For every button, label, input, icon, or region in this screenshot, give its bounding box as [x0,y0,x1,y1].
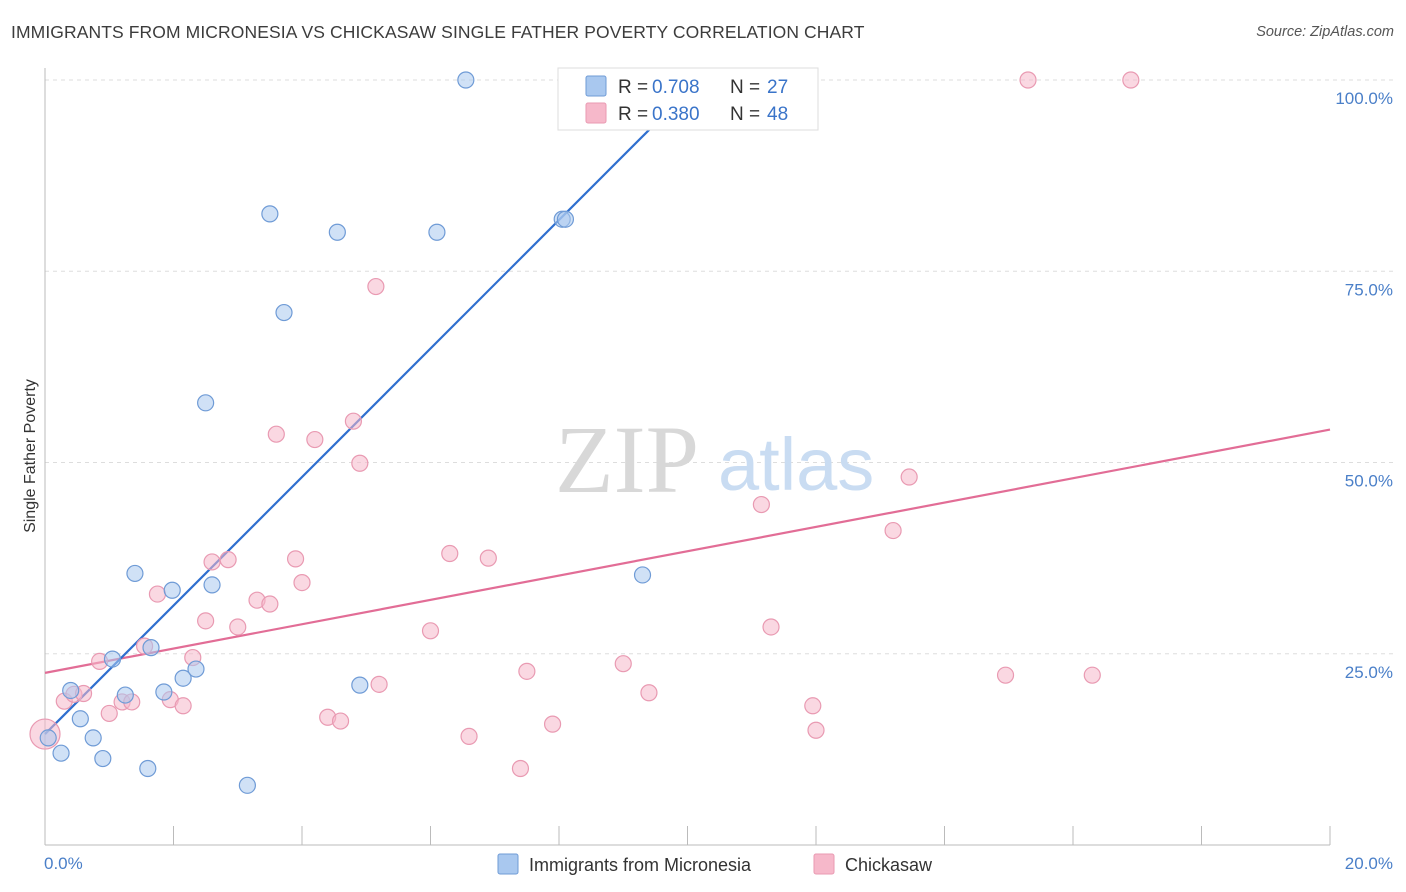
micronesia-point [187,660,205,678]
source-label: Source: ZipAtlas.com [1256,24,1394,40]
chickasaw-point [261,595,279,613]
trend-lines [44,90,1331,735]
y-tick-label: 100.0% [1335,89,1393,108]
micronesia-point [261,205,279,223]
chickasaw-point [762,618,780,636]
micronesia-point [139,759,157,778]
chickasaw-point [1122,71,1140,89]
chickasaw-point [421,622,440,640]
chickasaw-point [1019,71,1037,89]
micronesia-point [238,776,256,794]
legend-r-value-2: 0.380 [652,104,700,125]
chickasaw-point [148,585,167,603]
legend-r-value-1: 0.708 [652,77,700,98]
chickasaw-point [614,655,632,673]
micronesia-point [116,686,134,704]
legend-n-label-2: N = [730,104,760,125]
chickasaw-point [306,430,324,449]
bottom-legend-swatch-pink [813,853,835,875]
chickasaw-point [331,712,350,730]
chickasaw-point [441,544,459,563]
data-points [29,71,1140,794]
axes [44,68,1331,846]
chickasaw-point [219,551,237,569]
bottom-legend-label-pink: Chickasaw [845,855,933,875]
legend-r-label-1: R = [618,77,648,98]
chickasaw-point [884,521,902,540]
micronesia-point [103,650,122,668]
chickasaw-point [752,495,770,514]
micronesia-point [52,744,70,762]
micronesia-point [203,576,221,594]
x-tick-label: 0.0% [44,854,83,873]
micronesia-point [163,581,181,599]
chickasaw-point [370,675,388,693]
micronesia-point [155,683,173,701]
chickasaw-point [229,618,247,636]
micronesia-point [84,729,102,747]
legend-swatch-blue [585,75,607,97]
bottom-legend-swatch-blue [497,853,519,875]
micronesia-point [71,710,89,728]
chickasaw-point [807,721,825,739]
grid-lines [45,79,1395,655]
micronesia-point [275,303,293,322]
y-tick-labels: 25.0% 50.0% 75.0% 100.0% [1335,89,1393,682]
legend-n-value-1: 27 [767,77,788,98]
watermark-atlas: atlas [718,423,874,506]
chickasaw-point [174,697,192,715]
watermark: ZIP atlas [555,406,874,513]
micronesia-point [142,639,160,657]
micronesia-point [174,669,192,687]
chickasaw-point [293,574,311,592]
chickasaw-point [900,468,918,486]
chickasaw-point [100,704,118,723]
micronesia-point [328,223,346,241]
chickasaw-point [344,412,362,430]
chickasaw-point [197,612,215,630]
chart-title: IMMIGRANTS FROM MICRONESIA VS CHICKASAW … [11,22,865,42]
x-tick-label: 20.0% [1345,854,1393,873]
chickasaw-point [518,662,536,680]
chickasaw-point [351,454,369,472]
legend-n-label-1: N = [730,77,760,98]
chickasaw-point [203,553,221,571]
micronesia-point [633,566,652,584]
chickasaw-trend-line [44,428,1331,674]
chickasaw-point [511,759,530,778]
y-axis-title: Single Father Poverty [22,379,39,533]
legend-stats: R = 0.708 N = 27 R = 0.380 N = 48 [557,67,819,131]
y-tick-label: 50.0% [1345,472,1393,491]
chickasaw-point [1083,666,1101,684]
chickasaw-point [804,697,822,715]
micronesia-point [428,223,446,241]
legend-n-value-2: 48 [767,104,788,125]
micronesia-point [126,564,144,583]
legend-swatch-pink [585,102,607,124]
micronesia-point [62,681,80,700]
bottom-legend-label-blue: Immigrants from Micronesia [529,855,752,875]
chickasaw-point [543,715,562,733]
legend-r-label-2: R = [618,104,648,125]
micronesia-trend-line [44,90,689,735]
chickasaw-point [367,277,385,296]
micronesia-point [556,210,575,228]
chickasaw-point [996,666,1015,684]
micronesia-point [39,729,57,747]
chickasaw-point [286,550,305,568]
chickasaw-point [479,549,497,567]
y-tick-label: 25.0% [1345,663,1393,682]
x-tick-labels: 0.0% 20.0% [44,854,1393,873]
chickasaw-point [640,684,658,702]
watermark-zip: ZIP [555,406,699,513]
chickasaw-point [460,727,478,745]
y-tick-label: 75.0% [1345,280,1393,299]
micronesia-point [351,676,369,694]
micronesia-point [457,71,475,89]
micronesia-point [197,394,215,412]
legend-series: Immigrants from Micronesia Chickasaw [497,853,933,875]
chickasaw-point [267,425,285,443]
micronesia-point [94,749,112,768]
